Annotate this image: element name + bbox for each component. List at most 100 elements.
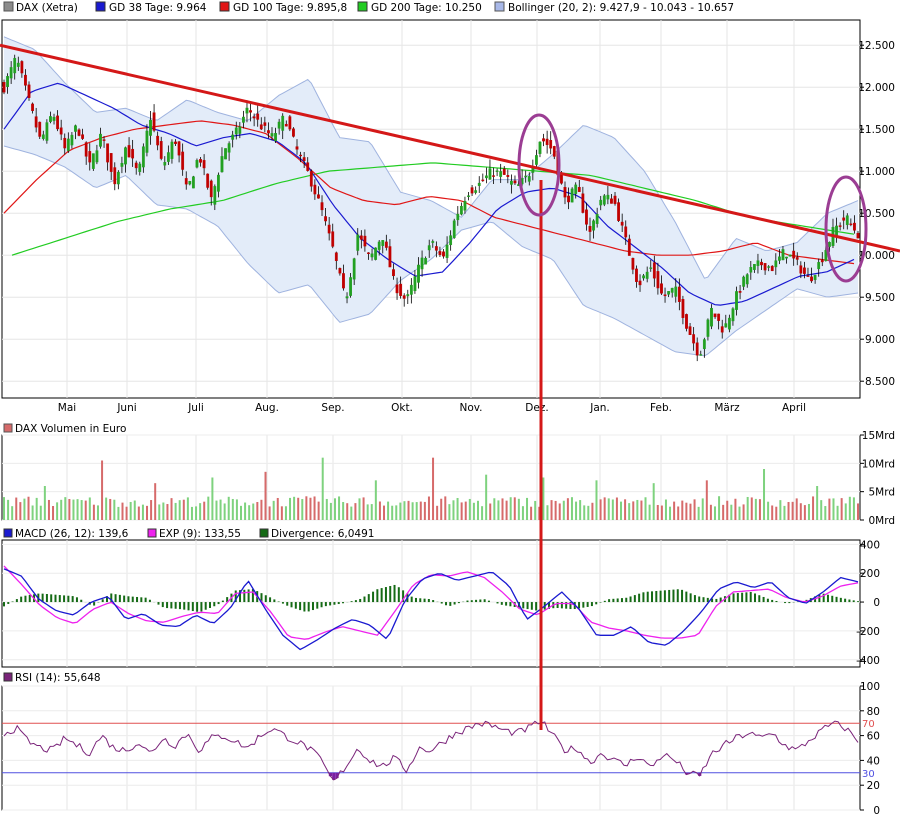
divergence-bar <box>762 596 765 603</box>
candle-body <box>334 252 338 262</box>
rsi-oversold-fill <box>332 772 336 780</box>
candle-body <box>760 261 763 266</box>
candle-body <box>363 235 367 247</box>
legend-label-gd100: GD 100 Tage: 9.895,8 <box>233 2 347 14</box>
divergence-bar <box>715 598 718 603</box>
divergence-bar <box>711 598 714 603</box>
rsi-y-tick-label: 60 <box>867 731 880 743</box>
divergence-bar <box>655 590 658 603</box>
volume-bar <box>746 496 749 520</box>
volume-bar <box>215 500 218 520</box>
april-breakout-circle <box>824 175 868 283</box>
candle-body <box>206 173 210 188</box>
volume-bar <box>260 499 263 520</box>
volume-bar <box>546 505 549 520</box>
volume-bar <box>848 496 851 520</box>
candle-body <box>777 256 781 261</box>
volume-bar <box>750 497 753 520</box>
divergence-bar <box>118 594 121 603</box>
divergence-bar <box>28 594 31 603</box>
divergence-bar <box>191 602 194 612</box>
candle-body <box>652 262 656 279</box>
candle-body <box>434 246 438 251</box>
divergence-bar <box>728 594 731 603</box>
volume-bar <box>611 499 614 520</box>
volume-bar <box>742 504 745 520</box>
divergence-bar <box>397 587 400 603</box>
candle-body <box>656 271 660 289</box>
volume-bar <box>72 499 75 520</box>
volume-bar <box>648 504 651 520</box>
rsi-30-label: 30 <box>862 769 875 780</box>
divergence-bar <box>754 593 757 603</box>
candle-body <box>763 263 767 271</box>
divergence-bar <box>93 602 96 606</box>
volume-bar <box>452 500 455 520</box>
candle-body <box>402 295 406 299</box>
candle-body <box>66 138 70 151</box>
rsi-legend-swatch <box>3 672 13 682</box>
candle-body <box>113 167 117 185</box>
x-tick-label-10: März <box>714 402 740 414</box>
x-tick-label-4: Sep. <box>321 402 344 414</box>
candle-body <box>452 220 456 238</box>
candle-body <box>713 313 717 318</box>
x-tick-label-6: Nov. <box>459 402 482 414</box>
volume-bar <box>485 474 488 520</box>
divergence-bar <box>213 602 216 607</box>
volume-bar <box>219 499 222 520</box>
candle-body <box>91 153 95 169</box>
volume-bar <box>693 499 696 520</box>
candle-body <box>731 308 735 322</box>
volume-bar <box>840 498 843 520</box>
divergence-bar <box>196 602 199 612</box>
divergence-bar <box>80 599 83 603</box>
divergence-bar <box>736 593 739 603</box>
divergence-bar <box>110 593 113 603</box>
divergence-bar <box>178 602 181 610</box>
divergence-bar <box>269 597 272 603</box>
volume-bar <box>579 500 582 520</box>
candle-body <box>570 188 574 203</box>
divergence-bar <box>466 600 469 603</box>
candle-body <box>642 275 646 279</box>
divergence-bar <box>350 601 353 603</box>
candle-body <box>431 241 435 243</box>
volume-bar <box>787 501 790 520</box>
candle-body <box>74 125 77 132</box>
divergence-bar <box>402 590 405 603</box>
volume-bar <box>754 498 757 520</box>
candle-body <box>70 134 74 146</box>
divergence-bar <box>578 602 581 609</box>
volume-bar <box>497 500 500 520</box>
volume-bar <box>252 503 255 520</box>
volume-bar <box>758 499 761 520</box>
volume-bar <box>289 497 292 520</box>
candle-body <box>331 231 335 247</box>
volume-bar <box>399 502 402 520</box>
macd-line <box>3 568 859 651</box>
divergence-bar <box>11 601 14 603</box>
divergence-bar <box>311 602 314 611</box>
volume-bar <box>31 505 34 520</box>
volume-bar <box>423 501 426 520</box>
divergence-bar <box>260 593 263 603</box>
candle-body <box>424 258 428 265</box>
candle-body <box>234 127 238 135</box>
volume-bar <box>852 497 855 520</box>
volume-bar <box>591 502 594 520</box>
divergence-bar <box>161 602 164 608</box>
volume-y-tick-label: 0Mrd <box>868 515 895 527</box>
volume-bar <box>325 498 328 520</box>
divergence-bar <box>226 597 229 603</box>
legend-label-dax: DAX (Xetra) <box>16 2 78 14</box>
candle-body <box>99 133 102 147</box>
candle-body <box>781 249 785 261</box>
divergence-bar <box>620 598 623 603</box>
volume-bar <box>771 505 774 520</box>
divergence-bar <box>384 587 387 603</box>
divergence-bar <box>140 597 143 603</box>
candle-body <box>38 121 42 137</box>
volume-bar <box>444 496 447 520</box>
candle-body <box>617 202 620 221</box>
